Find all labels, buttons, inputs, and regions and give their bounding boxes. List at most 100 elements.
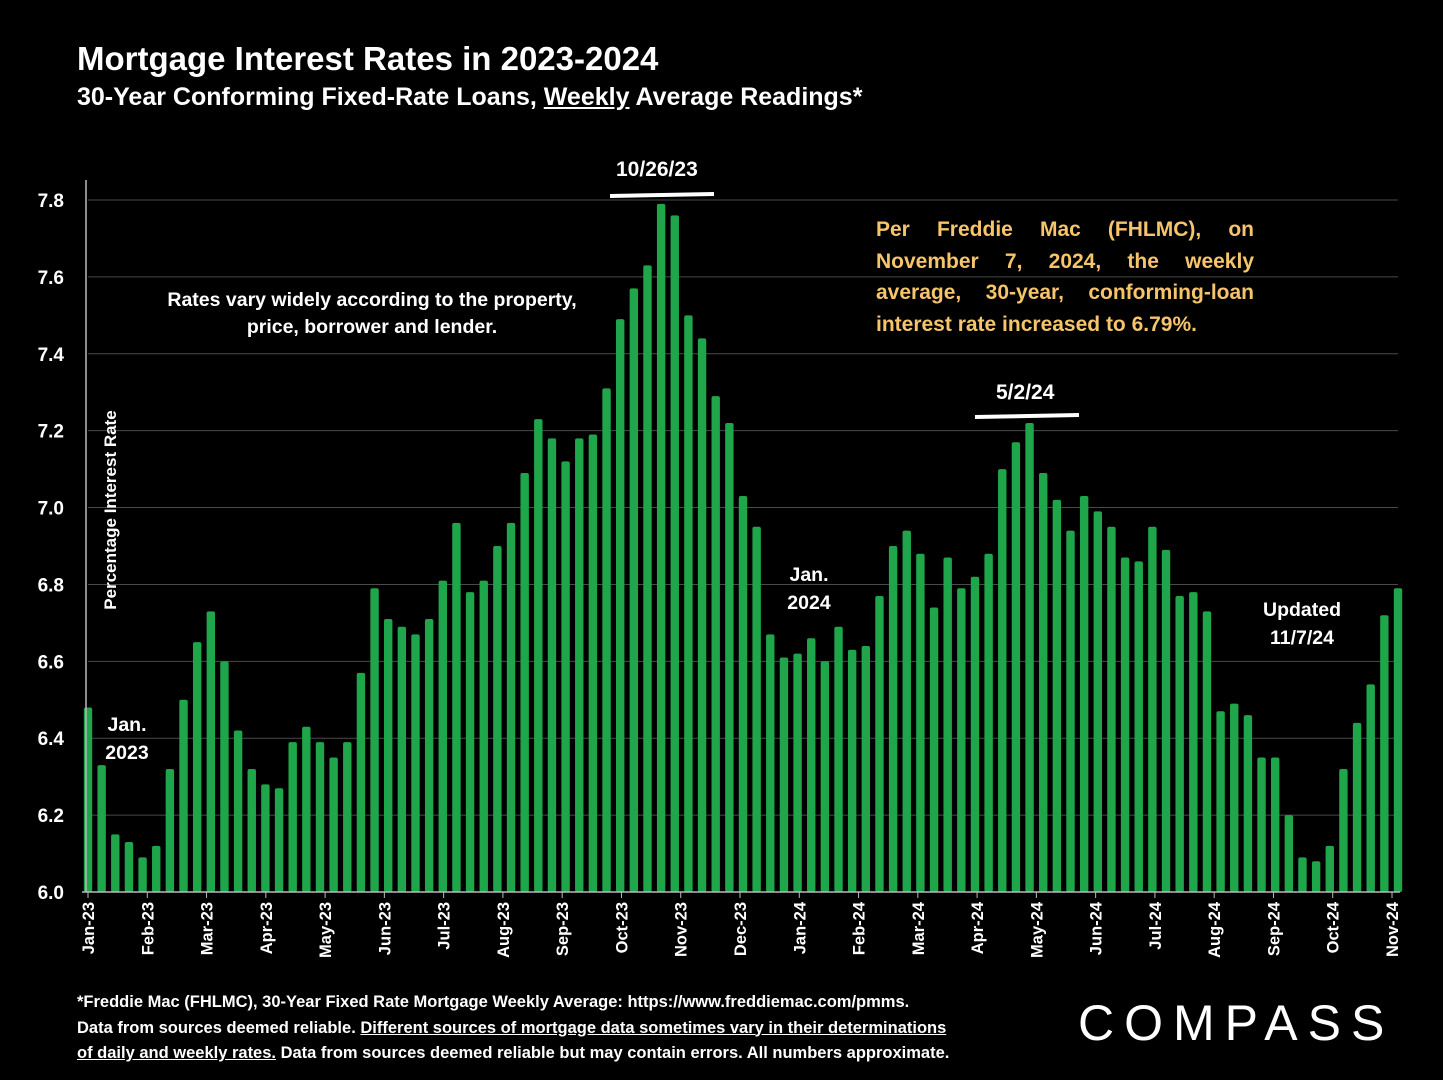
bar <box>1161 549 1171 892</box>
bar <box>247 768 256 892</box>
bar <box>1270 757 1280 892</box>
bar <box>411 634 420 892</box>
x-tick-label: Mar-24 <box>910 901 928 955</box>
y-tick-label: 6.4 <box>38 729 65 750</box>
subtitle-pre: 30-Year Conforming Fixed-Rate Loans, <box>77 83 544 111</box>
jan-2023-line2: 2023 <box>105 742 149 764</box>
x-tick-label: Oct-24 <box>1325 901 1343 953</box>
bar <box>1039 472 1048 892</box>
footer-line3-underlined: of daily and weekly rates. <box>77 1044 276 1062</box>
bar <box>629 288 639 892</box>
bar <box>220 661 229 892</box>
bar <box>1216 711 1225 892</box>
bar <box>957 588 966 892</box>
y-tick-label: 6.6 <box>38 652 64 673</box>
bars <box>83 203 1403 893</box>
bar <box>998 469 1007 892</box>
bar <box>1243 715 1253 892</box>
peak2-label: 5/2/24 <box>996 381 1055 404</box>
bar <box>779 657 789 892</box>
y-tick-label: 7.0 <box>38 499 64 520</box>
bar <box>916 553 925 892</box>
footer-source-note: *Freddie Mac (FHLMC), 30-Year Fixed Rate… <box>77 990 1057 1067</box>
y-tick-label: 7.2 <box>38 422 64 443</box>
freddie-mac-note: Per Freddie Mac (FHLMC), on November 7, … <box>876 218 1254 336</box>
bar <box>902 530 911 892</box>
bar <box>725 422 734 892</box>
bar <box>465 592 475 892</box>
bar <box>1066 530 1075 892</box>
bar <box>766 634 775 892</box>
x-tick-label: Feb-24 <box>851 901 869 955</box>
updated-label: Updated 11/7/24 <box>1252 596 1352 652</box>
bar <box>370 588 379 892</box>
x-tick-label: Jul-23 <box>436 902 454 950</box>
y-tick-label: 7.6 <box>38 268 64 289</box>
bar <box>315 742 325 892</box>
bar <box>643 265 652 892</box>
bar <box>233 730 243 892</box>
jan-2024-line2: 2024 <box>787 592 831 614</box>
peak1-label: 10/26/23 <box>616 158 698 181</box>
bar <box>820 661 830 892</box>
bar <box>738 496 748 892</box>
rates-vary-line1: Rates vary widely according to the prope… <box>167 289 577 311</box>
bar <box>547 438 557 892</box>
bar <box>1093 511 1102 892</box>
bar <box>888 546 898 892</box>
compass-logo: COMPASS <box>1078 995 1395 1051</box>
bar <box>343 742 352 892</box>
bar <box>493 546 502 892</box>
jan-2024-label: Jan. 2024 <box>778 561 840 617</box>
y-tick-label: 6.8 <box>38 575 64 596</box>
bar <box>1175 595 1184 892</box>
bar <box>984 553 993 892</box>
bar <box>1352 722 1362 892</box>
footer-line2-underlined: Different sources of mortgage data somet… <box>360 1018 947 1037</box>
x-tick-label: Nov-23 <box>673 902 691 957</box>
bar <box>1311 861 1321 892</box>
bar <box>97 765 106 892</box>
subtitle-underlined: Weekly <box>543 83 630 111</box>
updated-line1: Updated <box>1263 599 1341 621</box>
y-tick-labels: 6.0 6.2 6.4 6.6 6.8 7.0 7.2 7.4 7.6 7.8 <box>38 191 65 904</box>
jan-2023-label: Jan. 2023 <box>96 711 158 767</box>
x-tick-label: Jan-24 <box>791 901 809 954</box>
bar <box>138 857 147 892</box>
bar <box>274 788 284 892</box>
bar <box>929 607 939 892</box>
bar <box>1339 768 1348 892</box>
x-tick-label: Jun-23 <box>376 902 394 955</box>
bar <box>602 388 611 892</box>
bar <box>329 757 338 892</box>
footer-line2-pre: Data from sources deemed reliable. <box>77 1018 361 1037</box>
bar <box>711 396 720 892</box>
jan-2023-line1: Jan. <box>107 714 147 736</box>
bar <box>165 768 175 892</box>
bar <box>1107 526 1116 892</box>
x-tick-labels: Jan-23 Feb-23 Mar-23 Apr-23 May-23 Jun-23 Jul-… <box>80 901 1402 958</box>
jan-2024-line1: Jan. <box>789 564 829 586</box>
rates-vary-note: Rates vary widely according to the prope… <box>146 287 598 341</box>
x-tick-label: Aug-24 <box>1206 901 1224 958</box>
y-tick-label: 6.0 <box>38 883 64 904</box>
bar <box>561 461 570 892</box>
bar <box>1393 588 1403 892</box>
x-tick-label: Nov-24 <box>1384 901 1402 957</box>
x-tick-label: May-23 <box>317 902 335 958</box>
bar <box>1134 561 1143 892</box>
bar <box>1120 557 1130 892</box>
x-tick-label: Oct-23 <box>613 902 631 953</box>
bar <box>861 645 871 892</box>
bar <box>847 649 857 892</box>
bar <box>1230 703 1239 892</box>
bar <box>588 434 598 892</box>
x-tick-label: May-24 <box>1028 901 1046 958</box>
bar <box>534 419 543 892</box>
y-tick-label: 6.2 <box>38 806 64 827</box>
peak1-marker <box>609 192 715 198</box>
y-tick-label: 7.4 <box>38 345 65 366</box>
bar <box>111 834 120 892</box>
bar <box>875 595 884 892</box>
bar <box>506 522 516 892</box>
